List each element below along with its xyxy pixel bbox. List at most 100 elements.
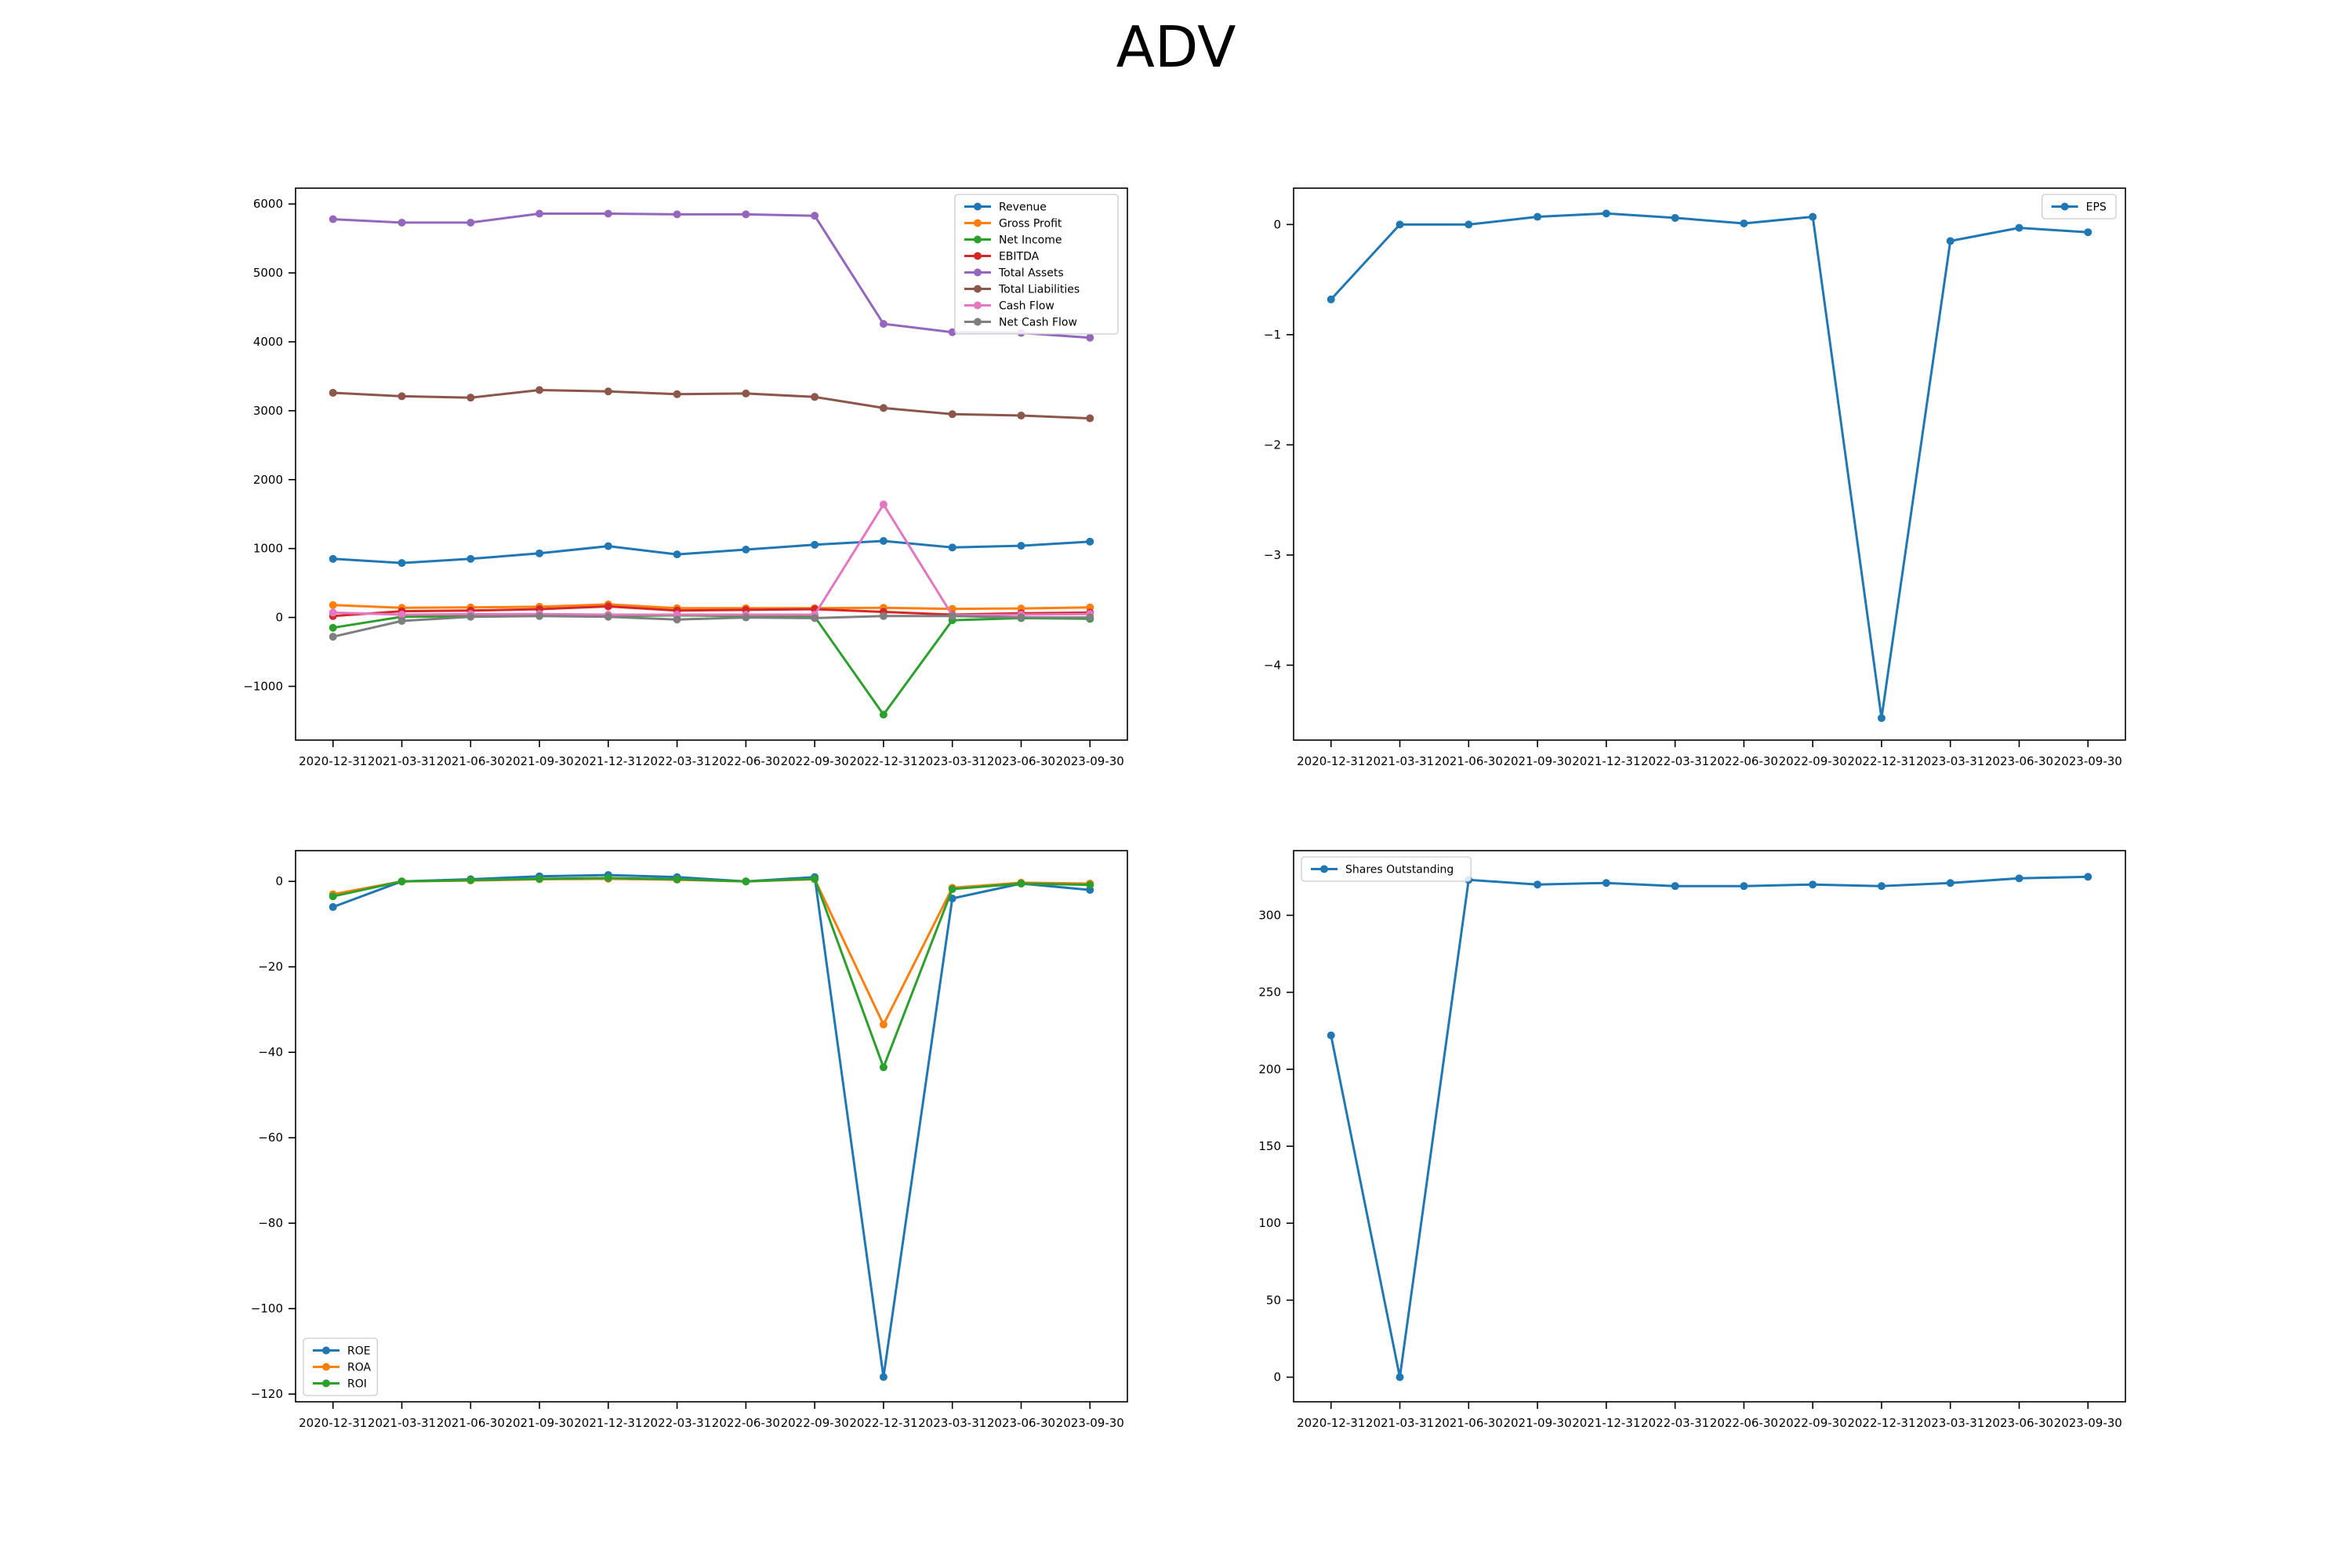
legend-label: Total Liabilities	[998, 284, 1080, 296]
x-tick-label: 2021-03-31	[368, 1416, 436, 1430]
legend-label: Gross Profit	[999, 218, 1062, 230]
data-point	[948, 885, 956, 894]
legend: Shares Outstanding	[1301, 856, 1472, 882]
legend-label: Revenue	[999, 201, 1047, 214]
x-tick-label: 2021-09-30	[505, 754, 573, 768]
series-shares-outstanding	[1327, 873, 2092, 1381]
data-point	[742, 389, 750, 397]
data-point	[673, 390, 681, 398]
data-point	[328, 215, 337, 223]
data-point	[1877, 882, 1886, 891]
data-point	[1086, 333, 1094, 342]
data-point	[948, 612, 956, 620]
chart-panel-1: −1000 0 1000 2000 3000 4000 5000 6000 2020-12-31…	[243, 187, 1128, 768]
x-tick-label: 2022-06-30	[1710, 1416, 1778, 1430]
x-tick-label: 2021-12-31	[574, 754, 642, 768]
legend-marker	[973, 301, 982, 310]
x-tick-label: 2021-06-30	[1435, 754, 1503, 768]
x-tick-label: 2022-03-31	[1641, 1416, 1709, 1430]
x-tick-label: 2022-06-30	[712, 754, 780, 768]
data-point	[879, 1063, 887, 1072]
data-point	[1809, 880, 1817, 889]
data-point	[328, 633, 337, 641]
x-tick-label: 2023-09-30	[1056, 1416, 1124, 1430]
data-point	[1534, 212, 1542, 221]
x-tick-label: 2021-03-31	[1366, 1416, 1434, 1430]
data-point	[397, 218, 406, 227]
axes-frame	[1293, 850, 2126, 1403]
x-tick-label: 2023-06-30	[1985, 754, 2053, 768]
x-tick-label: 2022-09-30	[781, 1416, 849, 1430]
y-tick-label: 100	[1258, 1216, 1281, 1230]
data-point	[535, 549, 544, 557]
data-point	[879, 536, 887, 545]
legend-label: ROE	[347, 1345, 371, 1358]
x-tick-label: 2022-03-31	[643, 1416, 711, 1430]
legend-marker	[973, 252, 982, 260]
data-point	[1465, 220, 1473, 229]
series-line	[332, 615, 1091, 638]
x-tick-label: 2021-03-31	[1366, 754, 1434, 768]
data-point	[2015, 874, 2024, 883]
legend: Revenue Gross Profit Net Income EBITDA Total…	[954, 194, 1119, 335]
data-point	[879, 1373, 887, 1381]
data-point	[1086, 414, 1094, 423]
data-point	[397, 392, 406, 401]
y-tick-label: 2000	[253, 473, 283, 487]
data-point	[673, 615, 681, 624]
data-point	[1740, 882, 1748, 891]
legend-box	[2041, 194, 2117, 220]
data-point	[1327, 1031, 1335, 1040]
data-point	[1017, 613, 1025, 622]
data-point	[328, 601, 337, 609]
y-tick-label: 50	[1266, 1293, 1281, 1307]
data-point	[1671, 213, 1679, 222]
legend-marker	[973, 219, 982, 227]
legend-marker	[322, 1379, 330, 1388]
y-tick-label: 300	[1258, 908, 1281, 922]
x-tick-label: 2023-09-30	[1056, 754, 1124, 768]
series-revenue	[328, 536, 1094, 568]
data-point	[948, 410, 956, 419]
data-point	[1809, 212, 1817, 221]
y-tick-label: −40	[258, 1045, 283, 1059]
data-point	[328, 554, 337, 563]
y-tick-label: 0	[1273, 217, 1281, 231]
series-roe	[328, 871, 1094, 1381]
data-point	[604, 542, 612, 550]
legend: EPS	[2041, 194, 2117, 220]
data-point	[2015, 223, 2024, 232]
x-tick-label: 2023-09-30	[2054, 754, 2122, 768]
y-tick-label: −2	[1264, 437, 1281, 452]
x-tick-label: 2021-09-30	[1503, 754, 1571, 768]
data-point	[1740, 219, 1748, 227]
y-tick-label: 4000	[253, 335, 283, 349]
x-tick-label: 2021-06-30	[437, 1416, 505, 1430]
x-tick-label: 2023-03-31	[918, 754, 986, 768]
series-line	[332, 389, 1091, 420]
data-point	[811, 540, 819, 549]
x-tick-label: 2022-06-30	[1710, 754, 1778, 768]
y-tick-label: 5000	[253, 266, 283, 280]
data-point	[466, 554, 475, 563]
data-point	[673, 875, 681, 884]
data-point	[879, 404, 887, 412]
legend: ROE ROA ROI	[303, 1338, 379, 1396]
series-net-income	[328, 611, 1094, 719]
chart-panel-3: −120 −100 −80 −60 −40 −20 0 2020-12-31 2021-03-3…	[251, 850, 1128, 1430]
data-point	[879, 320, 887, 328]
data-point	[535, 612, 544, 620]
legend-label: Net Cash Flow	[999, 317, 1077, 329]
series-line	[332, 603, 1091, 611]
data-point	[1327, 295, 1335, 303]
series-line	[332, 614, 1091, 716]
data-point	[811, 874, 819, 883]
data-point	[673, 210, 681, 219]
data-point	[466, 612, 475, 621]
data-point	[604, 602, 612, 611]
data-point	[811, 393, 819, 401]
legend-marker	[973, 285, 982, 293]
